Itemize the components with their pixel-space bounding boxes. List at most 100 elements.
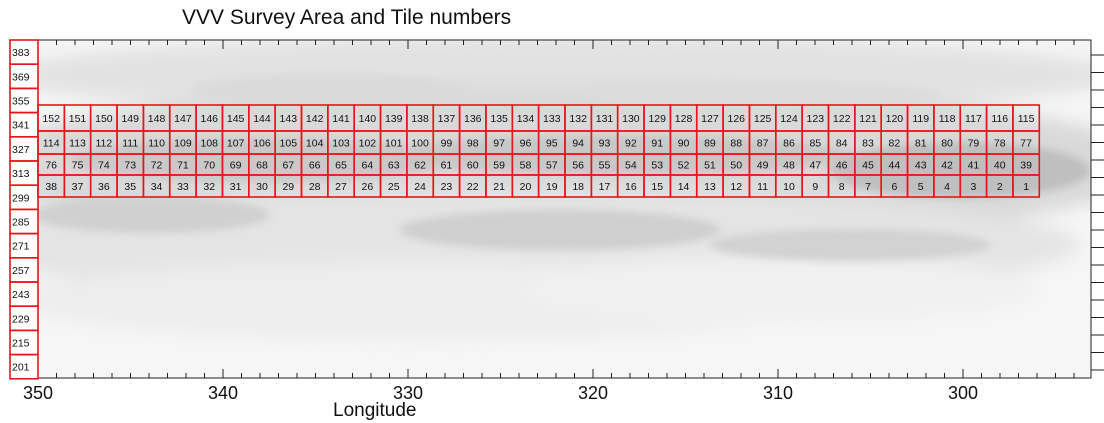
tile-number: 80: [941, 138, 953, 150]
tile-number: 29: [282, 181, 294, 193]
tile-number: 145: [227, 113, 245, 125]
tile-number: 23: [441, 181, 453, 193]
column-tile-number: 299: [12, 192, 30, 204]
tile-number: 55: [599, 160, 611, 172]
tile-number: 36: [98, 181, 110, 193]
tile-number: 22: [467, 181, 479, 193]
tile-number: 96: [520, 138, 532, 150]
tile-number: 74: [98, 160, 110, 172]
tile-number: 138: [411, 113, 429, 125]
tile-number: 78: [994, 138, 1006, 150]
tile-number: 82: [889, 138, 901, 150]
tile-number: 128: [675, 113, 693, 125]
tile-number: 40: [994, 160, 1006, 172]
tile-number: 12: [730, 181, 742, 193]
tile-number: 38: [45, 181, 57, 193]
tile-number: 21: [493, 181, 505, 193]
tile-number: 54: [625, 160, 637, 172]
column-tile-number: 257: [12, 265, 30, 277]
tile-number: 91: [651, 138, 663, 150]
tile-number: 122: [833, 113, 851, 125]
tile-number: 119: [912, 113, 929, 125]
tile-number: 125: [754, 113, 772, 125]
tile-number: 48: [783, 160, 795, 172]
tile-number: 17: [599, 181, 611, 193]
tile-number: 85: [809, 138, 821, 150]
tile-number: 90: [678, 138, 690, 150]
tile-number: 117: [965, 113, 982, 125]
tile-number: 53: [651, 160, 663, 172]
tile-number: 103: [332, 138, 350, 150]
tile-number: 41: [968, 160, 980, 172]
tile-number: 127: [701, 113, 719, 125]
tile-number: 42: [941, 160, 953, 172]
tile-number: 118: [939, 113, 956, 125]
tile-number: 152: [42, 113, 60, 125]
tile-number: 37: [72, 181, 84, 193]
column-tile-number: 341: [12, 120, 30, 132]
column-tile-number: 327: [12, 144, 30, 156]
x-tick-label: 330: [393, 383, 423, 403]
tile-number: 3: [971, 181, 977, 193]
tile-number: 56: [572, 160, 584, 172]
tile-number: 44: [889, 160, 901, 172]
tile-number: 26: [362, 181, 374, 193]
tile-number: 71: [177, 160, 189, 172]
tile-number: 58: [520, 160, 532, 172]
tile-number: 101: [385, 138, 403, 150]
tile-number: 83: [862, 138, 874, 150]
tile-number: 94: [572, 138, 584, 150]
tile-number: 28: [309, 181, 321, 193]
column-tile-number: 355: [12, 96, 30, 108]
tile-number: 34: [151, 181, 163, 193]
tile-number: 52: [678, 160, 690, 172]
tile-number: 68: [256, 160, 268, 172]
map-background: [38, 40, 1091, 378]
tile-number: 86: [783, 138, 795, 150]
tile-number: 1: [1023, 181, 1029, 193]
tile-number: 73: [124, 160, 136, 172]
tile-number: 150: [95, 113, 113, 125]
tile-number: 72: [151, 160, 163, 172]
tile-number: 130: [622, 113, 640, 125]
tile-number: 121: [859, 113, 877, 125]
tile-number: 35: [124, 181, 136, 193]
tile-number: 105: [280, 138, 298, 150]
chart-title: VVV Survey Area and Tile numbers: [182, 6, 512, 29]
tile-number: 126: [728, 113, 746, 125]
x-tick-label: 300: [948, 383, 978, 403]
tile-number: 146: [201, 113, 219, 125]
tile-number: 64: [362, 160, 374, 172]
x-tick-label: 350: [23, 383, 53, 403]
tile-number: 144: [253, 113, 271, 125]
tile-number: 107: [227, 138, 245, 150]
tile-number: 61: [441, 160, 453, 172]
tile-number: 19: [546, 181, 558, 193]
tile-number: 79: [968, 138, 980, 150]
column-tile-number: 313: [12, 168, 30, 180]
tile-number: 111: [122, 138, 138, 150]
tile-number: 10: [783, 181, 795, 193]
tile-number: 141: [332, 113, 350, 125]
tile-number: 151: [69, 113, 87, 125]
tile-number: 95: [546, 138, 558, 150]
tile-number: 67: [282, 160, 294, 172]
tile-number: 148: [148, 113, 166, 125]
column-tile-number: 271: [12, 241, 30, 253]
x-tick-label: 310: [763, 383, 793, 403]
tile-number: 31: [230, 181, 242, 193]
tile-number: 9: [812, 181, 818, 193]
tile-number: 120: [886, 113, 904, 125]
column-tile-cell: [9, 353, 39, 380]
tile-number: 88: [730, 138, 742, 150]
column-tile-number: 285: [12, 217, 30, 229]
tile-number: 18: [572, 181, 584, 193]
tile-number: 70: [203, 160, 215, 172]
tile-number: 45: [862, 160, 874, 172]
tile-number: 4: [944, 181, 950, 193]
tile-number: 137: [438, 113, 456, 125]
tile-number: 47: [809, 160, 821, 172]
tile-number: 30: [256, 181, 268, 193]
tile-number: 11: [757, 181, 768, 193]
tile-number: 25: [388, 181, 400, 193]
